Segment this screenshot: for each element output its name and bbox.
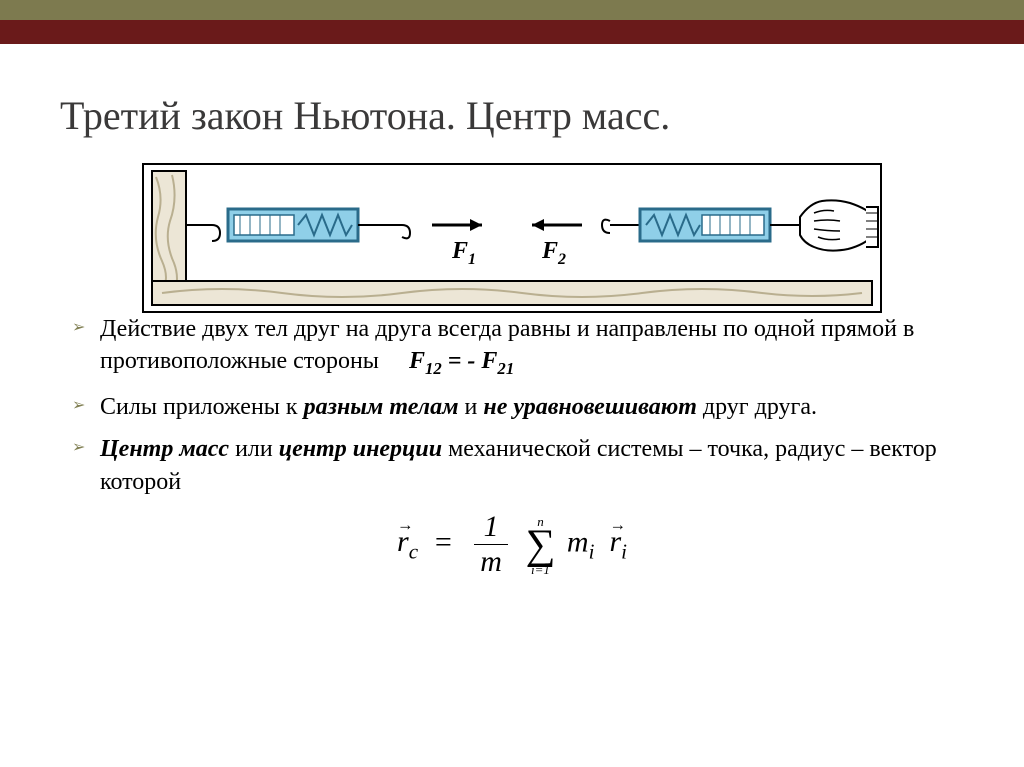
fm-ri: r xyxy=(609,525,621,558)
f12-sym: F xyxy=(409,348,425,374)
b2-c: друг друга. xyxy=(697,394,817,420)
force-f1-arrow xyxy=(432,219,482,231)
f21-sym: F xyxy=(481,348,497,374)
b3-a: или xyxy=(229,436,279,462)
force-f2-arrow xyxy=(532,219,582,231)
fm-risub: i xyxy=(621,539,627,563)
f1-label: F xyxy=(451,238,468,264)
header-accent-square xyxy=(12,26,28,42)
center-of-mass-formula: rc = 1 m n ∑ i=1 mi ri xyxy=(0,510,1024,579)
b3-em1: Центр масс xyxy=(100,436,229,462)
dynamometer-left xyxy=(228,209,358,241)
f-eq: = - xyxy=(442,348,482,374)
fm-den: m xyxy=(474,545,508,579)
svg-text:F2: F2 xyxy=(541,238,566,268)
b2-em2: не уравновешивают xyxy=(483,394,697,420)
header-bar-maroon xyxy=(0,20,1024,44)
bullet-2: Силы приложены к разным телам и не уравн… xyxy=(72,391,964,423)
fm-rsub: c xyxy=(409,539,418,563)
newton-diagram: F1 F2 xyxy=(142,163,882,313)
wall xyxy=(152,171,186,297)
bullet-list: Действие двух тел друг на друга всегда р… xyxy=(72,313,964,498)
b2-b: и xyxy=(459,394,484,420)
hand-icon xyxy=(800,200,878,250)
fraction: 1 m xyxy=(474,510,508,579)
sum-lower: i=1 xyxy=(525,562,555,578)
bullet-3: Центр масс или центр инерции механическо… xyxy=(72,433,964,498)
f2-sub: 2 xyxy=(557,251,566,268)
b2-a: Силы приложены к xyxy=(100,394,304,420)
dynamometer-right xyxy=(640,209,770,241)
sum-upper: n xyxy=(525,514,555,530)
fm-r: r xyxy=(397,525,409,558)
svg-text:F1: F1 xyxy=(451,238,476,268)
b2-em1: разным телам xyxy=(304,394,459,420)
bullet-1-formula: F12 = - F21 xyxy=(409,348,514,374)
header-bar-olive xyxy=(0,0,1024,20)
fm-m: m xyxy=(567,525,589,558)
f2-label: F xyxy=(541,238,558,264)
f12-sub: 12 xyxy=(425,359,442,378)
f1-sub: 1 xyxy=(468,251,476,268)
b3-em2: центр инерции xyxy=(279,436,442,462)
fm-num: 1 xyxy=(474,510,508,545)
summation: n ∑ i=1 xyxy=(525,524,555,566)
page-title: Третий закон Ньютона. Центр масс. xyxy=(60,92,964,139)
f21-sub: 21 xyxy=(497,359,514,378)
base xyxy=(152,281,872,305)
fm-msub: i xyxy=(589,539,595,563)
bullet-1: Действие двух тел друг на друга всегда р… xyxy=(72,313,964,381)
